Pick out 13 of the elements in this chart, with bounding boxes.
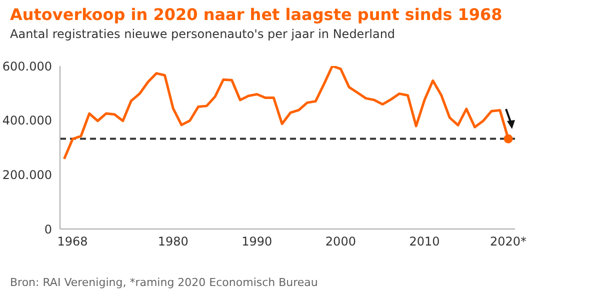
- y-tick-label: 200.000: [2, 168, 52, 182]
- x-tick-label: 1980: [158, 234, 188, 249]
- chart-subtitle: Aantal registraties nieuwe personenauto's per jaar in Nederland: [10, 27, 396, 41]
- x-tick-label: 2000: [325, 234, 356, 249]
- y-tick-label: 0: [44, 222, 52, 236]
- x-tick-label: 2010: [409, 234, 440, 249]
- x-tick-label: 1968: [57, 234, 88, 249]
- y-tick-label: 400.000: [2, 114, 52, 128]
- text: Bron: RAI Vereniging, *raming 2020 Economisch Bureau: [10, 276, 318, 289]
- y-tick-label: 600.000: [2, 59, 52, 74]
- x-tick-label: 1990: [242, 234, 272, 249]
- chart-title: Autoverkoop in 2020 naar het laagste punt sinds 1968: [10, 5, 502, 24]
- x-tick-label: 2020*: [490, 234, 527, 249]
